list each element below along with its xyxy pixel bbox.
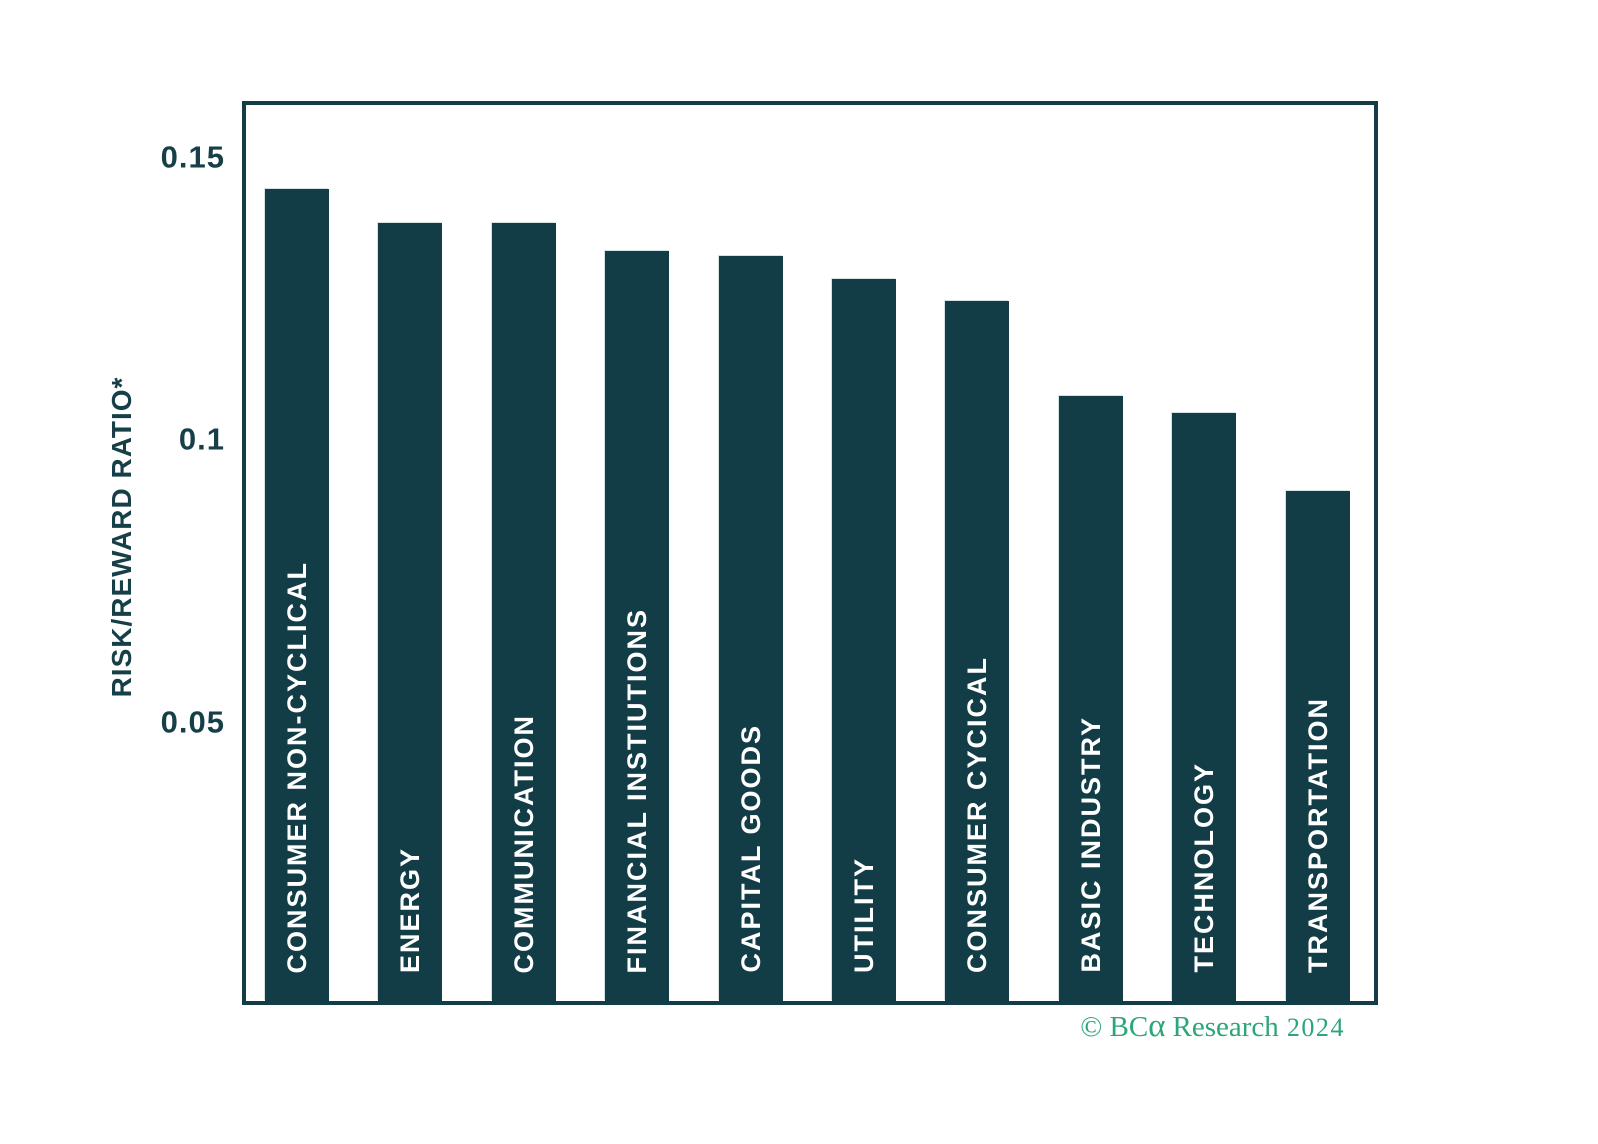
bar-label: UTILITY (848, 857, 879, 973)
bar-label: ENERGY (394, 846, 425, 973)
footer-brand-alpha-glyph: α (1148, 1008, 1166, 1044)
bar: ENERGY (378, 223, 442, 1001)
bar: CONSUMER NON-CYCLICAL (265, 189, 329, 1001)
bar-label: BASIC INDUSTRY (1075, 716, 1106, 973)
bar: CONSUMER CYCICAL (945, 301, 1009, 1001)
y-tick-label: 0.05 (160, 703, 225, 739)
bar-label: TECHNOLOGY (1188, 762, 1219, 973)
bar: UTILITY (832, 279, 896, 1001)
bar-label: CONSUMER NON-CYCLICAL (281, 560, 312, 974)
footer-copyright-text: © BC (1080, 1011, 1149, 1043)
bar: CAPITAL GOODS (719, 256, 783, 1001)
bar-label: CONSUMER CYCICAL (961, 655, 992, 973)
bar: COMMUNICATION (492, 223, 556, 1001)
footer-year: 2024 (1286, 1013, 1345, 1042)
plot-area: CONSUMER NON-CYCLICAL ENERGY COMMUNICATION… (242, 101, 1378, 1005)
bar-label: CAPITAL GOODS (735, 724, 766, 973)
bar: FINANCIAL INSTIUTIONS (605, 251, 669, 1001)
footer-brand-name: Research (1172, 1011, 1279, 1043)
bar-label: COMMUNICATION (508, 713, 539, 973)
bar: TECHNOLOGY (1172, 413, 1236, 1001)
y-tick-label: 0.1 (178, 421, 225, 457)
bar-label: FINANCIAL INSTIUTIONS (621, 607, 652, 974)
y-tick-label: 0.15 (160, 138, 225, 174)
copyright-footer: © BCα Research 2024 (1080, 1008, 1345, 1045)
bar: TRANSPORTATION (1286, 491, 1350, 1001)
bar-label: TRANSPORTATION (1302, 697, 1333, 973)
bar: BASIC INDUSTRY (1059, 396, 1123, 1001)
